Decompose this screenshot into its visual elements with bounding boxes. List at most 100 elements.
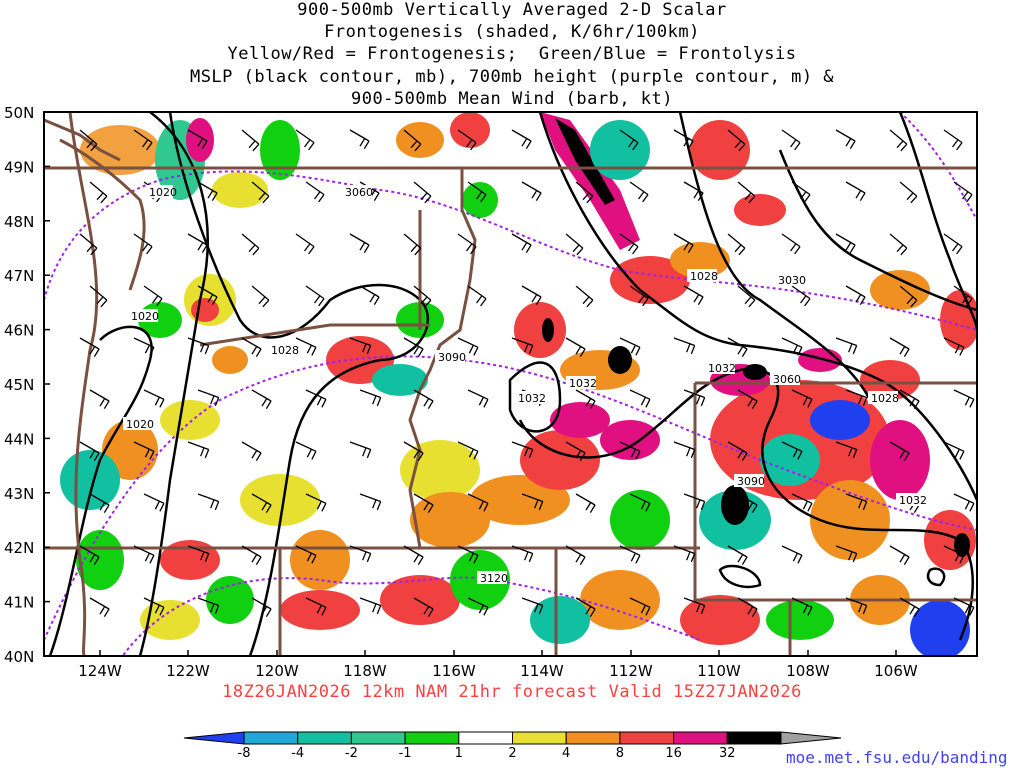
mslp-label: 1020 [126,418,154,431]
wind-barb [683,181,704,202]
wind-barb [565,129,584,152]
colorbar-segment [726,731,782,745]
wind-barb [899,389,920,410]
lon-label: 124W [78,662,122,680]
wind-barb [781,129,801,151]
wind-barb [467,597,489,616]
wind-barb [619,337,641,356]
title-line-2: Frontogenesis (shaded, K/6hr/100km) [324,22,700,42]
wind-barb [295,337,317,356]
mslp-label: 1028 [271,344,299,357]
mslp-label: 1028 [871,392,899,405]
wind-barb [521,181,542,202]
wind-barb [413,389,434,410]
wind-barb [835,233,856,254]
wind-barb [413,597,434,618]
colorbar-segment [243,731,299,745]
wind-barb [737,493,758,514]
wind-barb [241,233,260,256]
wind-barb [673,545,696,563]
wind-barb [565,337,586,358]
lat-label: 48N [4,213,34,231]
wind-barb [521,493,544,511]
wind-barb [197,181,218,202]
wind-barb [349,545,372,563]
wind-barb [791,181,811,203]
wind-barb [845,493,868,511]
wind-barb [241,545,262,566]
wind-barb [683,493,706,511]
wind-barb [89,389,110,410]
wind-barb [133,233,153,255]
wind-barb [889,337,910,358]
lat-label: 47N [4,267,34,285]
colorbar-tick-label: 4 [562,746,570,761]
wind-barb [727,233,746,256]
political-borders [44,112,977,656]
wind-barb [133,545,155,564]
wind-barb [467,285,487,307]
wind-barb [359,493,382,511]
colorbar-tick-label: 1 [455,746,463,761]
colorbar-tick-label: -1 [399,746,412,761]
wind-barb [79,233,98,256]
wind-barb [359,597,382,615]
lon-label: 116W [432,662,476,680]
colorbar-tick-label: -8 [238,746,251,761]
wind-barb [737,597,758,618]
wind-barb [133,441,155,460]
wind-barb [241,129,260,152]
wind-barb [467,389,489,408]
wind-barb [899,181,918,204]
wind-barb [187,129,208,150]
wind-barb [305,181,325,203]
latitude-labels: 50N 49N 48N 47N 46N 45N 44N 43N 42N 41N 40N [4,104,50,666]
wind-barb [251,285,270,308]
lat-label: 41N [4,594,34,612]
wind-barb [511,545,534,563]
wind-barb [673,233,694,254]
wind-barb [251,181,270,204]
wind-barb [727,545,748,566]
colorbar-segment [297,731,352,745]
wind-barb [575,285,594,308]
wind-barb [629,389,651,408]
title-line-3: Yellow/Red = Frontogenesis; Green/Blue =… [227,44,797,64]
wind-barb [727,441,748,462]
credit-url[interactable]: moe.met.fsu.edu/banding [786,748,1008,767]
wind-barb [457,441,479,460]
lon-label: 108W [786,662,830,680]
wind-barb [737,389,758,410]
wind-barb [943,233,963,255]
lat-label: 40N [4,648,34,666]
wind-barb [619,233,639,255]
longitude-labels: 124W 122W 120W 118W 116W 114W 112W 110W 108W 106W [78,650,918,680]
forecast-valid-time: 18Z26JAN2026 12km NAM 21hr forecast Vali… [222,682,802,702]
lon-label: 114W [520,662,564,680]
wind-barb [197,597,220,615]
wind-barb [295,441,317,460]
wind-barb [79,337,100,358]
wind-barb [359,285,380,306]
wind-barb [673,129,694,150]
wind-barb [403,233,422,256]
height-label: 3090 [737,475,765,488]
wind-barb [565,233,584,256]
title-line-4: MSLP (black contour, mb), 700mb height (… [189,67,835,87]
wind-barb [953,181,973,203]
wind-barb [575,597,596,618]
wind-barb [511,337,534,355]
colorbar-segment [404,731,460,745]
wind-barb [781,545,803,564]
wind-barb [953,389,975,408]
wind-barb [143,389,165,408]
wind-barb [143,493,165,512]
wind-barb [251,389,272,410]
wind-barb [737,285,756,308]
wind-barb [835,337,858,355]
wind-barb [791,389,813,408]
wind-barb [79,441,100,462]
wind-barb [889,233,908,256]
colorbar-segment [565,731,621,745]
